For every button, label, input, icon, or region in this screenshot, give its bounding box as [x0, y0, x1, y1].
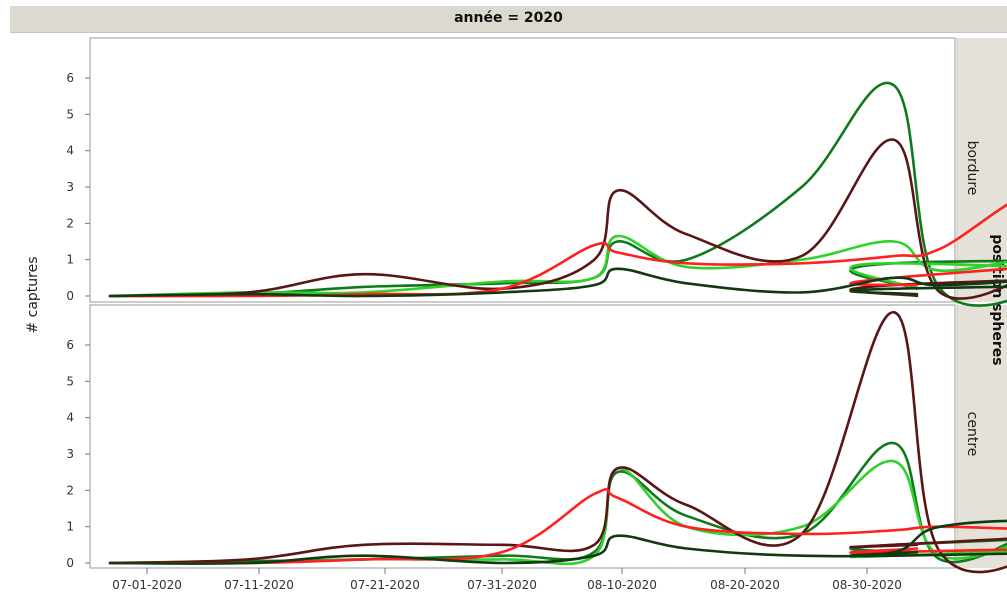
panel-frame-centre [89, 304, 956, 569]
y-tick-label: 6 [66, 71, 74, 85]
y-tick-label: 2 [66, 483, 74, 497]
series-line-centre-1 [108, 441, 1007, 565]
series-line-centre-5 [108, 519, 1007, 565]
y-tick-label: 4 [66, 144, 74, 158]
y-tick-label: 5 [66, 107, 74, 121]
x-tick-label: 07-21-2020 [350, 578, 420, 592]
y-tick-label: 2 [66, 216, 74, 230]
series-line-centre-4 [108, 487, 1007, 565]
y-tick-label: 6 [66, 338, 74, 352]
y-tick-label: 3 [66, 447, 74, 461]
panel-label-centre: centre [964, 412, 980, 457]
y-tick-label: 3 [66, 180, 74, 194]
y-tick-label: 0 [66, 556, 74, 570]
y-tick-label: 4 [66, 411, 74, 425]
x-tick-label: 07-11-2020 [224, 578, 294, 592]
y-tick-label: 1 [66, 253, 74, 267]
series-line-bordure-3 [108, 138, 1007, 300]
facet-header: année = 2020 [10, 6, 1007, 33]
panel-label-bordure: bordure [964, 141, 980, 196]
series-line-centre-3 [108, 311, 1007, 574]
x-tick-label: 08-20-2020 [710, 578, 780, 592]
panel-strip-bordure [957, 38, 1007, 302]
series-line-bordure-5 [108, 267, 1007, 298]
y-tick-label: 1 [66, 520, 74, 534]
series-line-bordure-4 [108, 203, 1007, 298]
x-tick-label: 08-10-2020 [587, 578, 657, 592]
x-tick-label: 08-30-2020 [832, 578, 902, 592]
facet-group-label: position spheres [989, 234, 1005, 365]
x-tick-label: 07-31-2020 [467, 578, 537, 592]
facet-title: année = 2020 [454, 10, 563, 26]
y-tick-label: 0 [66, 289, 74, 303]
y-tick-label: 5 [66, 374, 74, 388]
x-tick-label: 07-01-2020 [112, 578, 182, 592]
y-axis-title: # captures [25, 256, 41, 333]
